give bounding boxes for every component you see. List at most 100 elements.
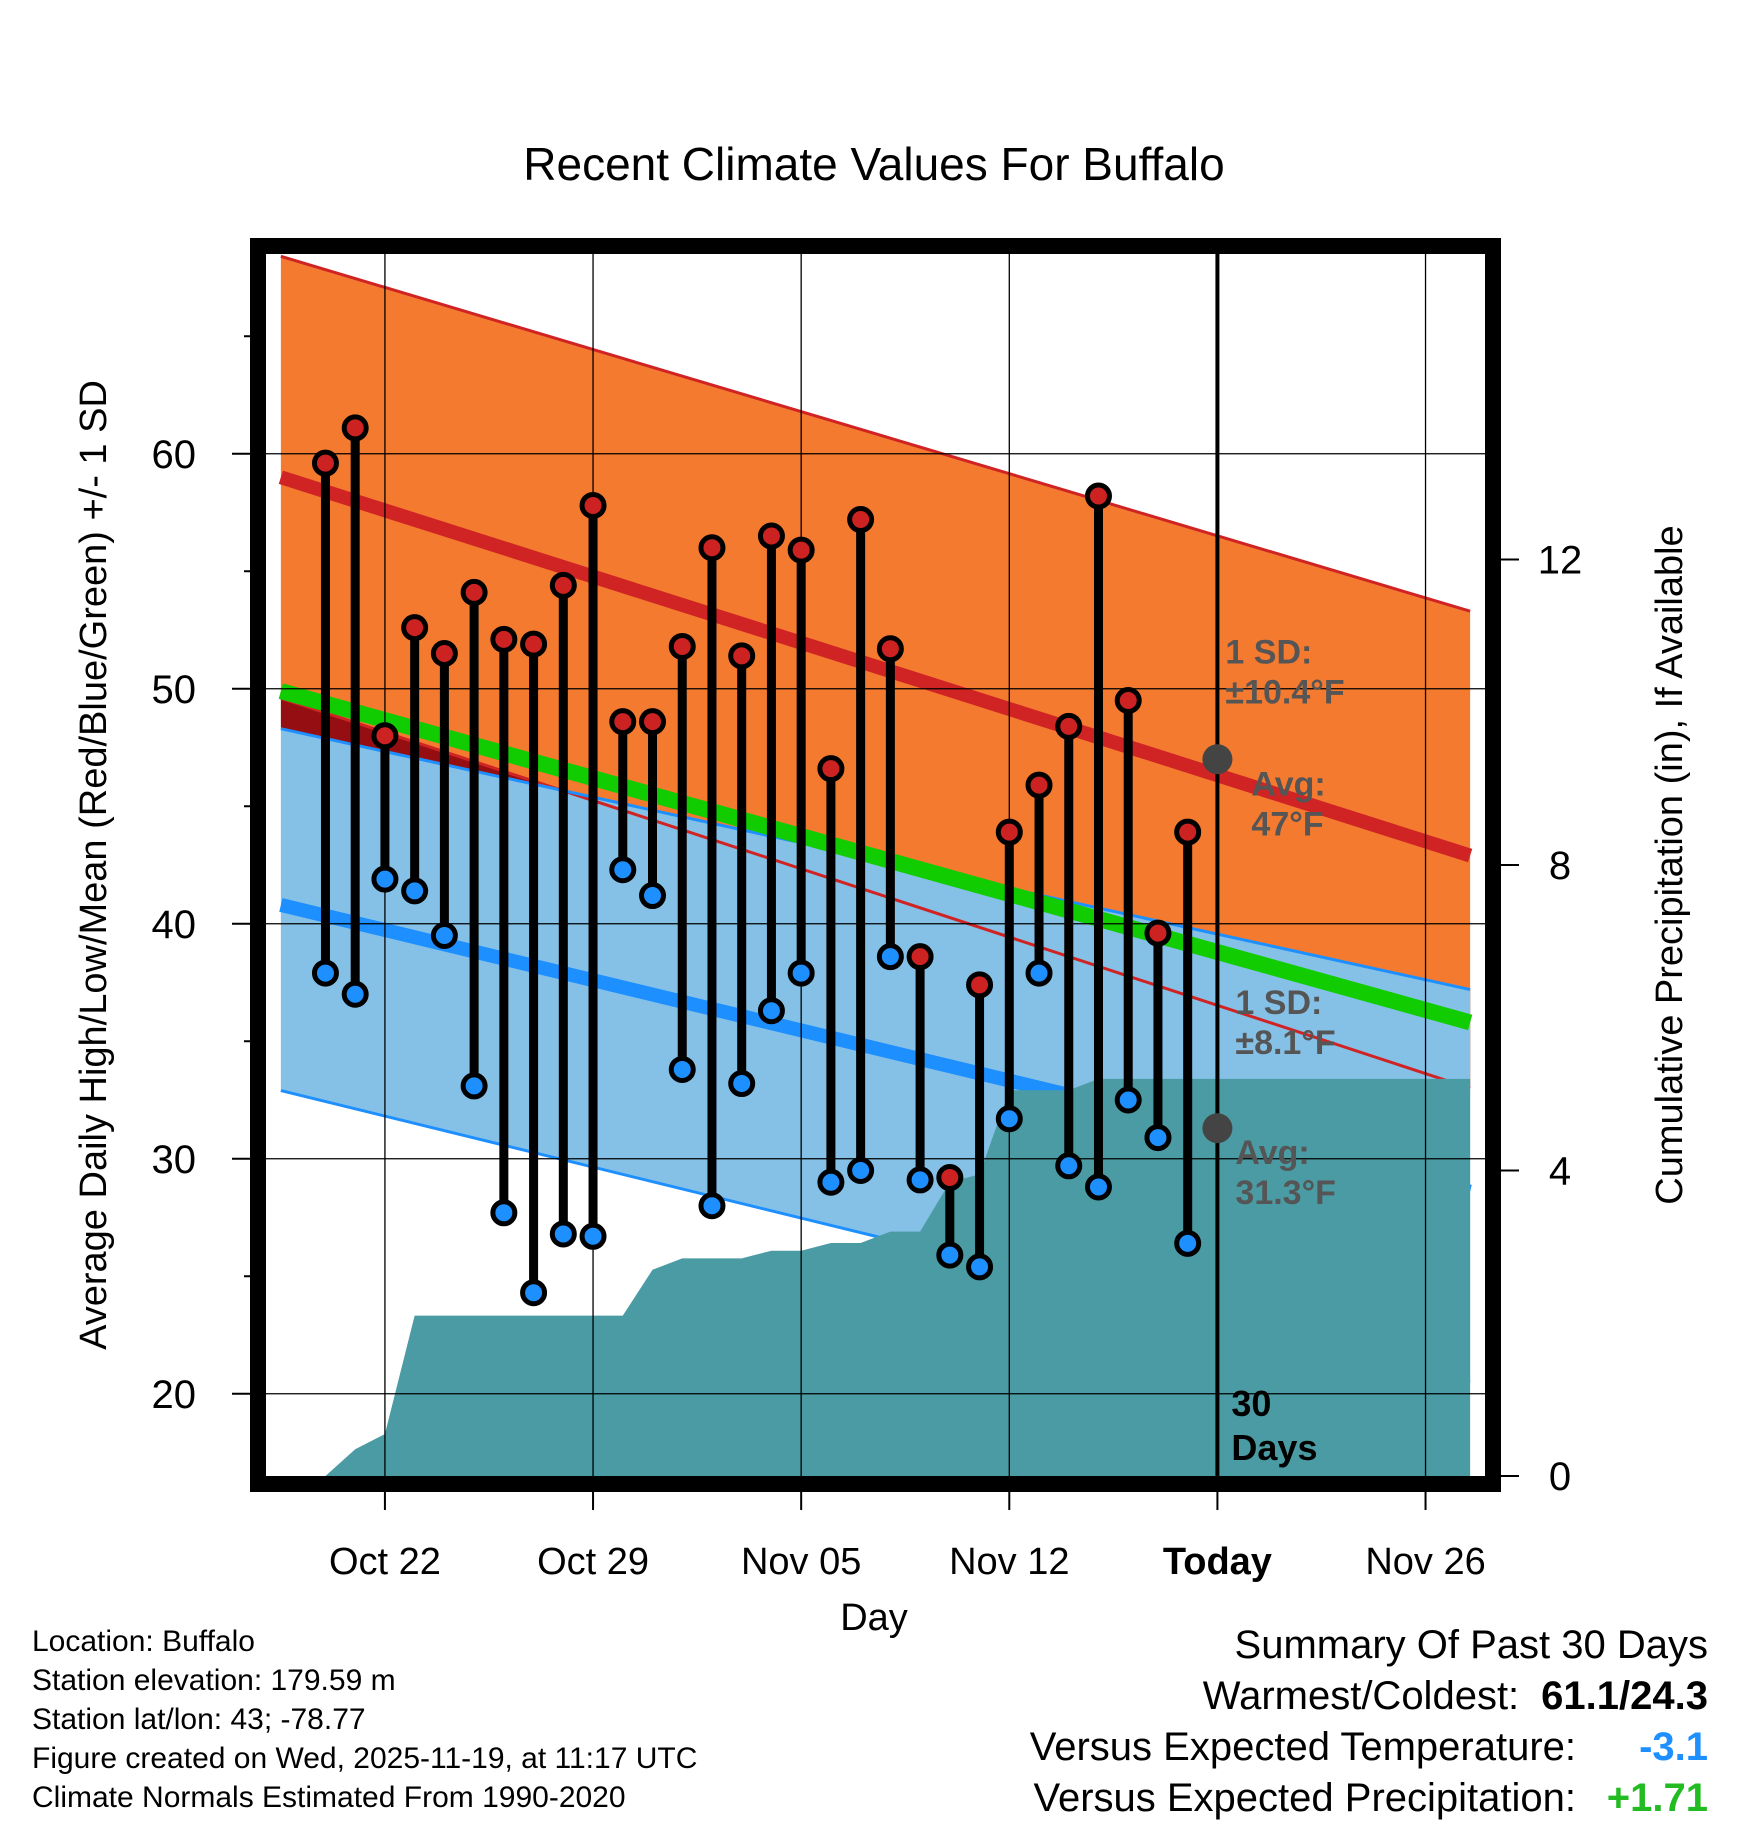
daily-low-point (460, 1072, 488, 1100)
daily-high-point (579, 491, 607, 519)
high-avg-annotation: Avg: 47°F (1251, 765, 1325, 843)
summary-title: Summary Of Past 30 Days (1234, 1623, 1708, 1667)
low-avg-annotation: Avg: 31.3°F (1235, 1134, 1336, 1212)
daily-low-point (1025, 959, 1053, 987)
y-tick-label: 60 (152, 433, 197, 477)
daily-low-point (430, 922, 458, 949)
daily-low-point (520, 1279, 548, 1307)
days-annotation-line: 30 (1231, 1383, 1271, 1424)
daily-high-point (1055, 712, 1083, 740)
daily-high-point (549, 571, 577, 599)
high-sd-annotation: 1 SD: ±10.4°F (1225, 633, 1344, 711)
summary-warmest-value: 61.1/24.3 (1541, 1674, 1708, 1718)
daily-high-point (639, 708, 667, 736)
daily-low-point (1174, 1229, 1202, 1257)
daily-high-point (311, 449, 339, 477)
daily-low-point (817, 1168, 845, 1196)
daily-low-point (728, 1070, 756, 1098)
daily-high-point (728, 642, 756, 670)
station-info: Location: Buffalo Station elevation: 179… (32, 1622, 697, 1817)
daily-low-point (757, 997, 785, 1025)
daily-high-point (1114, 687, 1142, 714)
summary-precip-label: Versus Expected Precipitation: (1033, 1776, 1576, 1820)
daily-high-point (757, 522, 785, 550)
y-tick-label: 40 (152, 903, 197, 947)
daily-low-point (341, 980, 369, 1008)
daily-low-point (490, 1199, 518, 1227)
daily-high-point (668, 632, 696, 660)
daily-high-point (460, 578, 488, 606)
low-sd-annotation: 1 SD: ±8.1°F (1235, 984, 1335, 1062)
y-tick-label: 20 (152, 1373, 197, 1417)
x-tick-label: Today (1163, 1541, 1272, 1583)
days-annotation-line: Days (1231, 1427, 1317, 1468)
daily-low-point (995, 1105, 1023, 1133)
x-tick-label: Nov 12 (949, 1541, 1069, 1583)
y2-tick-label: 8 (1549, 844, 1571, 888)
normals-text: Climate Normals Estimated From 1990-2020 (32, 1781, 626, 1814)
y-tick-label: 50 (152, 668, 197, 712)
high-avg-line (278, 470, 1473, 863)
daily-low-point (966, 1253, 994, 1281)
daily-low-point (847, 1157, 875, 1184)
location-text: Location: Buffalo (32, 1625, 255, 1658)
daily-high-point (341, 414, 369, 442)
high-avg-annotation-line: 47°F (1251, 805, 1323, 843)
low-sd-annotation-line: 1 SD: (1235, 984, 1322, 1022)
daily-low-point (371, 865, 399, 893)
chart-title: Recent Climate Values For Buffalo (523, 138, 1224, 190)
x-axis-title: Day (840, 1597, 908, 1639)
summary-temp-value: -3.1 (1639, 1725, 1708, 1769)
daily-high-point (817, 755, 845, 783)
high-upper-sd-line (280, 254, 1471, 613)
elevation-text: Station elevation: 179.59 m (32, 1664, 396, 1697)
daily-high-point (430, 640, 458, 667)
daily-low-point (1055, 1152, 1083, 1180)
x-tick-label: Oct 22 (329, 1541, 441, 1583)
daily-high-point (936, 1164, 964, 1192)
daily-low-point (401, 877, 429, 905)
precip-area (280, 1078, 1471, 1476)
days-annotation: 30 Days (1231, 1383, 1317, 1468)
daily-high-point (995, 818, 1023, 846)
y-tick-label: 30 (152, 1138, 197, 1182)
high-lower-sd-line (280, 696, 1471, 1090)
daily-high-point (787, 536, 815, 564)
daily-high-point (876, 635, 904, 663)
daily-low-point (1144, 1124, 1172, 1152)
daily-high-point (1174, 818, 1202, 846)
summary-precip-row: Versus Expected Precipitation: +1.71 (1030, 1773, 1708, 1824)
summary-warmest-label: Warmest/Coldest: (1202, 1674, 1520, 1718)
daily-high-point (1144, 919, 1172, 947)
low-avg-annotation-line: Avg: (1235, 1134, 1309, 1172)
high-sd-annotation-line: 1 SD: (1225, 633, 1312, 671)
y2-tick-label: 0 (1549, 1455, 1571, 1499)
daily-low-point (936, 1241, 964, 1269)
daily-low-point (579, 1222, 607, 1250)
daily-high-point (401, 614, 429, 642)
y-axis-title: Average Daily High/Low/Mean (Red/Blue/Gr… (73, 380, 115, 1350)
created-text: Figure created on Wed, 2025-11-19, at 11… (32, 1742, 698, 1775)
summary-panel: Summary Of Past 30 Days Warmest/Coldest:… (1030, 1620, 1708, 1824)
x-tick-label: Nov 26 (1365, 1541, 1485, 1583)
daily-low-point (549, 1220, 577, 1248)
low-avg-annotation-line: 31.3°F (1235, 1174, 1336, 1212)
y2-tick-label: 12 (1538, 539, 1583, 583)
daily-low-point (876, 943, 904, 971)
low-sd-annotation-line: ±8.1°F (1235, 1024, 1335, 1062)
high-avg-today-marker (1202, 744, 1233, 775)
y2-axis-title: Cumulative Precipitation (in), If Availa… (1649, 525, 1691, 1204)
x-tick-label: Nov 05 (741, 1541, 861, 1583)
y2-tick-label: 4 (1549, 1150, 1571, 1194)
daily-high-point (1025, 771, 1053, 799)
daily-high-point (520, 630, 548, 658)
daily-high-point (609, 708, 637, 736)
latlon-text: Station lat/lon: 43; -78.77 (32, 1703, 366, 1736)
daily-high-point (371, 722, 399, 750)
daily-high-point (966, 971, 994, 999)
mean-avg-line (278, 683, 1473, 1031)
high-sd-annotation-line: ±10.4°F (1225, 673, 1344, 711)
daily-low-point (698, 1192, 726, 1220)
daily-low-point (639, 882, 667, 910)
daily-low-point (787, 959, 815, 987)
